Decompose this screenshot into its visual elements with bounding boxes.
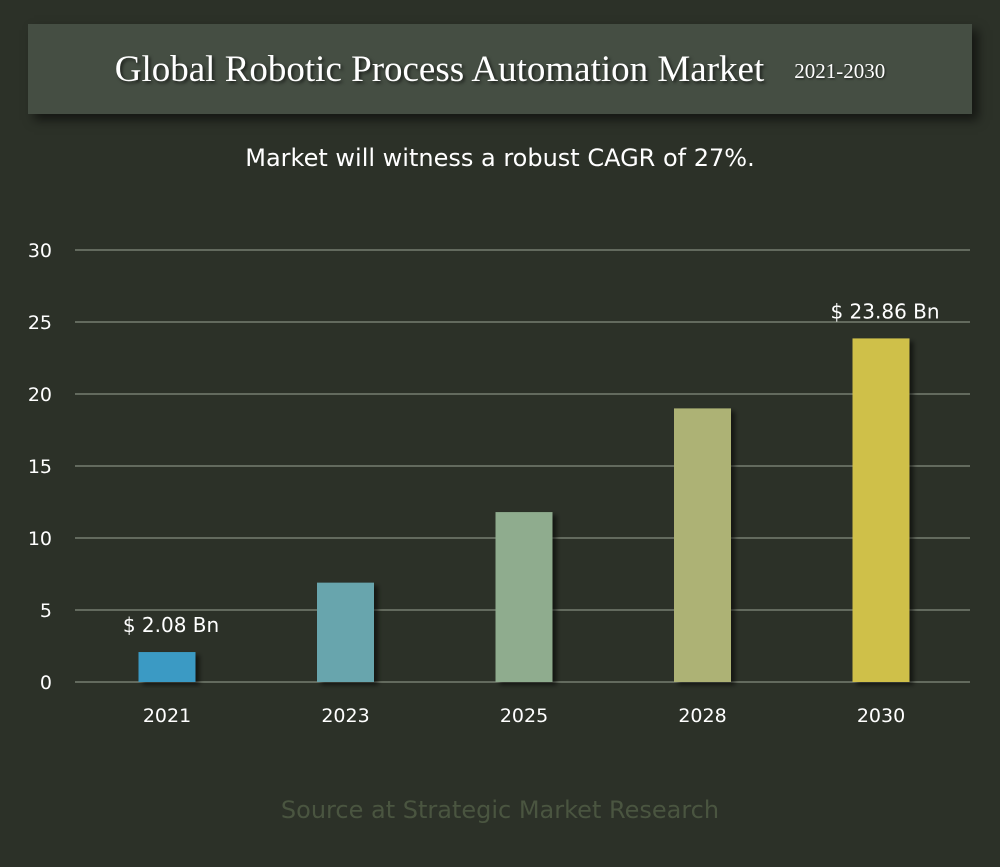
y-axis-tick-labels: 0 5 10 15 20 25 30 — [28, 240, 52, 694]
bars — [138, 338, 910, 682]
data-label: $ 2.08 Bn — [123, 613, 219, 637]
y-tick-label: 30 — [28, 240, 52, 262]
bar-2023 — [317, 582, 374, 682]
bar-2030 — [852, 338, 910, 682]
y-tick-label: 0 — [40, 672, 52, 694]
bar-2025 — [495, 512, 553, 682]
x-tick-label: 2030 — [857, 705, 905, 727]
x-axis-tick-labels: 2021 2023 2025 2028 2030 — [143, 705, 905, 727]
chart-subtitle: Market will witness a robust CAGR of 27%… — [245, 144, 755, 172]
y-tick-label: 10 — [28, 528, 52, 550]
x-tick-label: 2028 — [678, 705, 726, 727]
y-tick-label: 25 — [28, 312, 52, 334]
data-labels: $ 2.08 Bn $ 23.86 Bn — [123, 299, 940, 637]
bar-2021 — [138, 652, 196, 682]
title-banner: Global Robotic Process Automation Market… — [28, 24, 972, 114]
x-tick-label: 2023 — [321, 705, 369, 727]
bar-2028 — [674, 408, 731, 682]
source-note: Source at Strategic Market Research — [280, 796, 720, 824]
x-tick-label: 2021 — [143, 705, 191, 727]
chart-title: Global Robotic Process Automation Market — [114, 48, 765, 90]
chart-title-years: 2021-2030 — [794, 58, 886, 83]
data-label: $ 23.86 Bn — [830, 299, 939, 323]
y-tick-label: 20 — [28, 384, 52, 406]
x-tick-label: 2025 — [500, 705, 548, 727]
y-tick-label: 5 — [40, 600, 52, 622]
y-tick-label: 15 — [28, 456, 52, 478]
